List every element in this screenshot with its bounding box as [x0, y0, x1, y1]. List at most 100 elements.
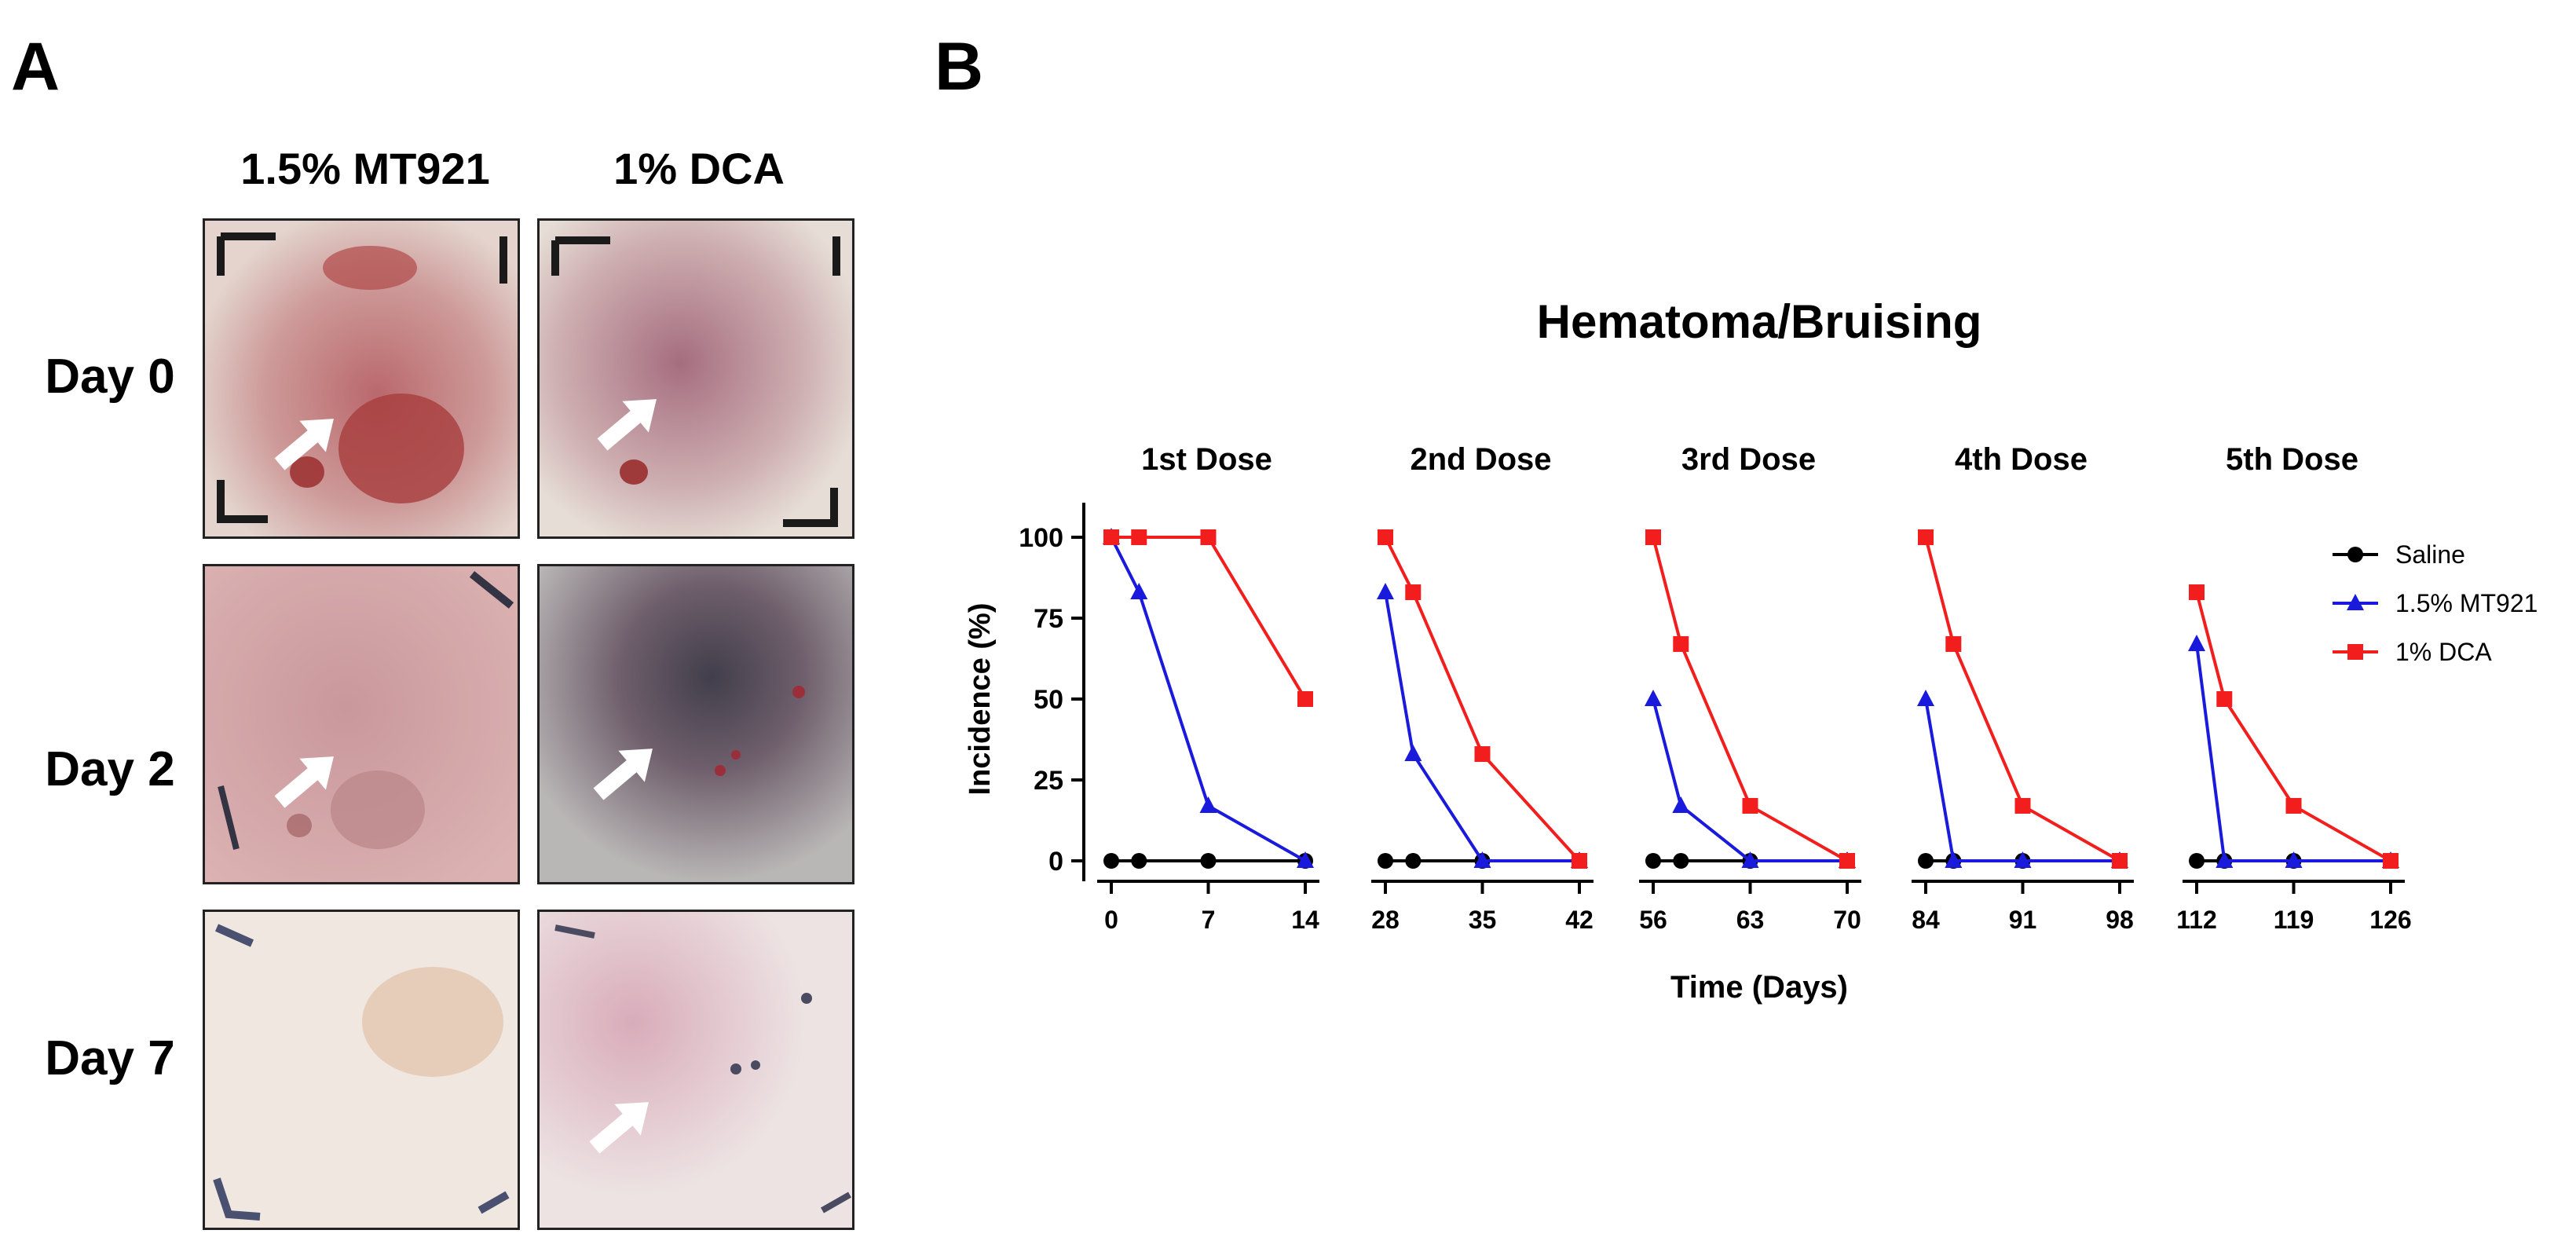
data-point — [2189, 584, 2205, 601]
hematoma-chart: Hematoma/Bruising 0 25 50 75 100 Incidence (%)… — [964, 295, 2538, 1005]
arrow-icon — [274, 419, 334, 470]
data-point — [2014, 797, 2031, 814]
data-point — [1297, 691, 1313, 707]
series-line — [1924, 536, 2120, 862]
legend-label: Saline — [2395, 540, 2465, 569]
data-point — [1378, 529, 1393, 545]
data-point — [2285, 797, 2302, 814]
data-point — [2188, 634, 2205, 651]
data-point — [1131, 853, 1147, 869]
segment-label: 1st Dose — [1141, 442, 1272, 477]
series-line — [1111, 536, 1307, 701]
photo-day7-mt921 — [203, 910, 520, 1230]
series-line — [1924, 698, 2120, 862]
data-point — [1404, 745, 1422, 762]
x-tick-label: 0 — [1104, 906, 1118, 934]
x-tick-label: 91 — [2009, 906, 2037, 934]
row-header-day-7: Day 7 — [45, 1031, 175, 1085]
data-point — [1645, 853, 1661, 869]
data-point — [1405, 584, 1422, 601]
y-tick-label: 25 — [1034, 766, 1063, 796]
y-tick-label: 50 — [1034, 685, 1063, 715]
data-point — [1378, 853, 1393, 869]
data-point — [1917, 690, 1934, 706]
x-tick-label: 98 — [2106, 906, 2134, 934]
x-tick-label: 84 — [1912, 906, 1940, 934]
x-tick-label: 35 — [1469, 906, 1497, 934]
data-point — [1645, 529, 1661, 545]
arrow-icon — [593, 749, 653, 800]
photo-day2-dca — [537, 564, 854, 884]
data-point — [1297, 851, 1314, 868]
x-tick-label: 56 — [1639, 906, 1667, 934]
data-point — [1130, 583, 1148, 600]
photo-day0-dca — [537, 218, 854, 539]
data-point — [1742, 797, 1758, 814]
x-tick-label: 7 — [1202, 906, 1216, 934]
data-point — [1131, 529, 1147, 545]
series-line — [1652, 698, 1847, 862]
data-point — [1673, 635, 1689, 652]
column-header-dca: 1% DCA — [613, 144, 785, 193]
x-axis-label: Time (Days) — [1670, 970, 1848, 1005]
legend-label: 1% DCA — [2395, 638, 2492, 666]
series-line — [2195, 643, 2391, 862]
data-point — [2014, 851, 2032, 868]
data-point — [1405, 853, 1422, 869]
segment-label: 4th Dose — [1955, 442, 2088, 477]
x-tick-label: 28 — [1371, 906, 1400, 934]
data-point — [2347, 644, 2363, 660]
data-point — [1741, 851, 1759, 868]
series-line — [1110, 536, 1306, 862]
y-tick-label: 0 — [1048, 847, 1063, 877]
series-line — [1384, 591, 1579, 862]
data-point — [2347, 594, 2364, 610]
y-tick-label: 75 — [1034, 604, 1063, 634]
data-point — [2285, 851, 2303, 868]
data-point — [1945, 851, 1963, 868]
segment-label: 2nd Dose — [1410, 442, 1551, 477]
data-point — [1945, 635, 1962, 652]
photo-day2-mt921 — [203, 564, 520, 884]
chart-title: Hematoma/Bruising — [1537, 295, 1982, 348]
x-tick-label: 112 — [2176, 906, 2217, 934]
x-tick-label: 119 — [2274, 906, 2314, 934]
x-tick-label: 63 — [1736, 906, 1765, 934]
data-point — [1199, 796, 1217, 813]
segment-label: 5th Dose — [2226, 442, 2358, 477]
data-point — [1645, 690, 1662, 706]
data-point — [2383, 853, 2399, 869]
series-line — [1652, 536, 1848, 862]
data-point — [1377, 583, 1394, 600]
x-tick-label: 126 — [2369, 906, 2411, 934]
data-point — [1839, 853, 1855, 869]
data-point — [1103, 853, 1119, 869]
data-point — [1474, 746, 1491, 763]
y-axis-label: Incidence (%) — [964, 603, 997, 796]
row-header-day-2: Day 2 — [45, 742, 175, 796]
y-tick-label: 100 — [1019, 523, 1063, 553]
data-point — [2347, 547, 2363, 562]
arrow-icon — [589, 1102, 649, 1154]
arrow-icon — [597, 399, 657, 451]
series-line — [2195, 591, 2391, 862]
panel-a-letter: A — [11, 29, 60, 104]
data-point — [2216, 851, 2234, 868]
panel-b-letter: B — [935, 29, 984, 104]
data-point — [1200, 529, 1217, 545]
row-header-day-0: Day 0 — [45, 350, 175, 404]
data-point — [2216, 691, 2233, 707]
data-point — [2189, 853, 2205, 869]
x-tick-label: 70 — [1833, 906, 1861, 934]
data-point — [1572, 853, 1587, 869]
segment-label: 3rd Dose — [1681, 442, 1816, 477]
series-line — [1384, 536, 1581, 862]
x-tick-label: 42 — [1565, 906, 1594, 934]
x-tick-label: 14 — [1291, 906, 1319, 934]
data-point — [2112, 853, 2128, 869]
data-point — [1673, 853, 1689, 869]
legend-label: 1.5% MT921 — [2395, 589, 2538, 617]
data-point — [1103, 529, 1119, 545]
data-point — [1473, 851, 1491, 868]
data-point — [1672, 796, 1690, 813]
